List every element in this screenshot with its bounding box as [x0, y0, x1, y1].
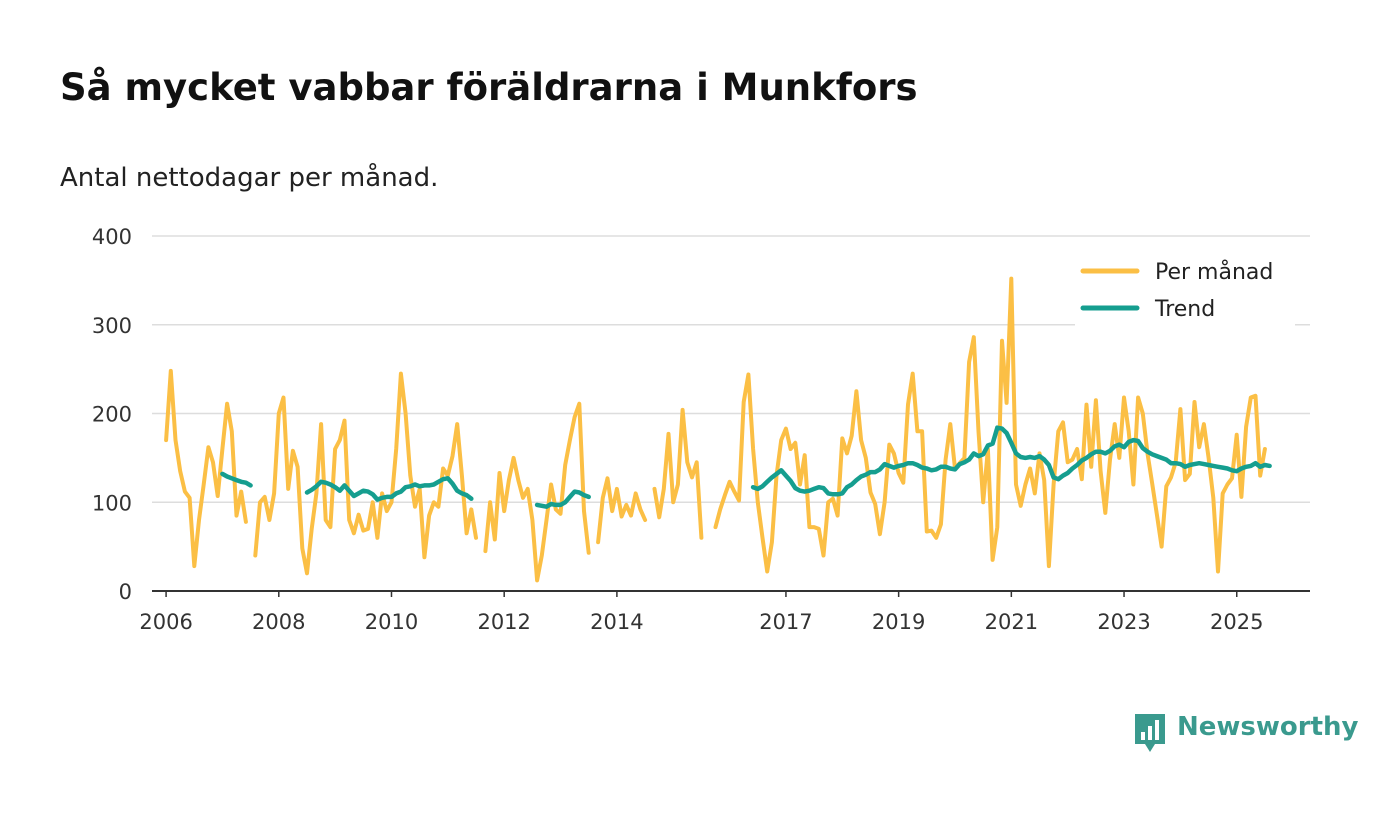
brand-name: Newsworthy	[1177, 712, 1359, 742]
x-tick-label-2014: 2014	[590, 610, 643, 634]
x-tick-label-2023: 2023	[1097, 610, 1150, 634]
x-tick-label-2010: 2010	[365, 610, 418, 634]
y-tick-label-300: 300	[92, 314, 132, 338]
monthly-line-segment-1	[253, 371, 478, 576]
x-tick-label-2019: 2019	[872, 610, 925, 634]
trend-line-segment-1	[304, 476, 474, 502]
x-tick-label-2021: 2021	[985, 610, 1038, 634]
legend-label-trend: Trend	[1154, 297, 1215, 322]
monthly-line-segment-0	[164, 368, 248, 569]
y-tick-label-100: 100	[92, 491, 132, 515]
x-tick-label-2017: 2017	[759, 610, 812, 634]
monthly-line-segment-4	[652, 407, 704, 540]
legend-box	[1075, 252, 1295, 326]
x-tick-label-2025: 2025	[1210, 610, 1263, 634]
y-tick-label-400: 400	[92, 225, 132, 249]
x-tick-label-2012: 2012	[477, 610, 530, 634]
y-tick-label-200: 200	[92, 403, 132, 427]
trend-line-segment-0	[220, 471, 253, 488]
x-tick-label-2006: 2006	[139, 610, 192, 634]
trend-line-segment-2	[534, 489, 591, 509]
newsworthy-logo: Newsworthy	[1133, 712, 1358, 756]
monthly-line-segment-3	[596, 476, 648, 545]
legend-label-per-manad: Per månad	[1155, 259, 1273, 285]
chart-title: Så mycket vabbar föräldrarna i Munkfors	[60, 66, 918, 109]
chart-subtitle: Antal nettodagar per månad.	[60, 163, 439, 193]
monthly-line-segment-2	[483, 401, 591, 583]
trend-line-segment-3	[750, 425, 1272, 497]
y-tick-label-0: 0	[119, 580, 132, 604]
chart-bubble-icon	[1135, 714, 1165, 752]
x-tick-label-2008: 2008	[252, 610, 305, 634]
